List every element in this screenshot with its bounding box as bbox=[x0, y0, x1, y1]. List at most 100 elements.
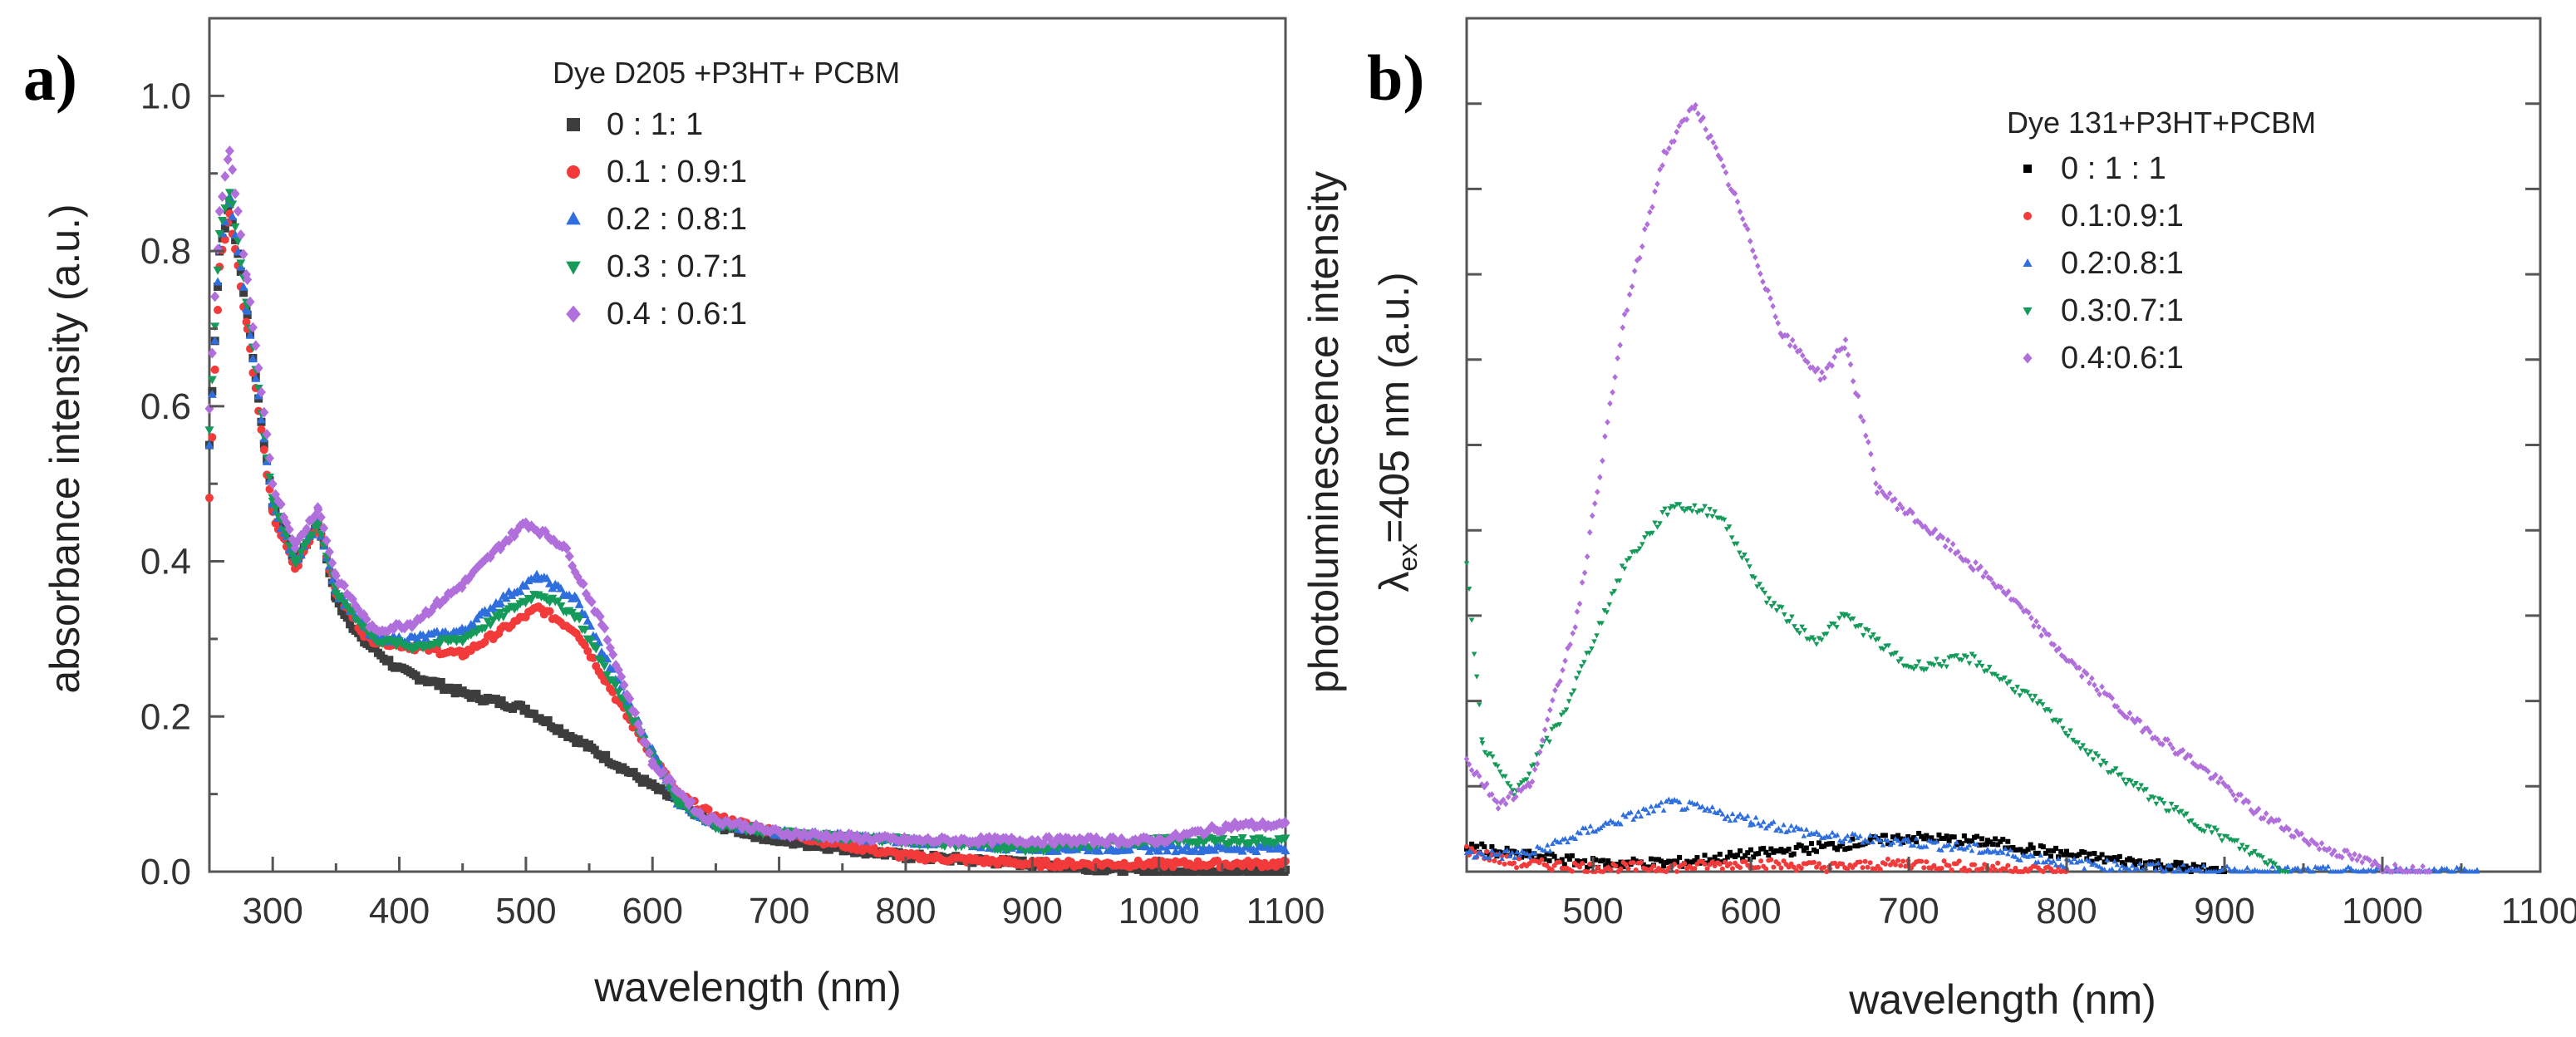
data-point bbox=[1523, 777, 1530, 783]
data-point bbox=[622, 705, 632, 715]
data-point bbox=[1998, 583, 2004, 591]
data-point bbox=[1692, 503, 1698, 509]
data-point bbox=[1754, 584, 1760, 590]
data-point bbox=[2094, 856, 2100, 862]
data-point bbox=[307, 531, 317, 540]
data-point bbox=[1689, 509, 1695, 514]
data-point bbox=[515, 586, 525, 595]
data-point bbox=[2344, 847, 2350, 854]
data-point bbox=[1841, 836, 1848, 842]
data-point bbox=[1484, 780, 1490, 788]
data-point bbox=[1756, 851, 1762, 857]
data-point bbox=[313, 504, 323, 515]
data-point bbox=[1773, 827, 1779, 833]
data-point bbox=[2069, 853, 2075, 858]
data-point bbox=[1995, 860, 2001, 866]
data-point bbox=[2048, 859, 2054, 865]
data-point bbox=[1474, 843, 1480, 849]
data-point bbox=[331, 590, 341, 599]
data-point bbox=[2339, 853, 2345, 861]
data-point bbox=[2097, 763, 2104, 769]
data-point bbox=[1628, 809, 1634, 815]
data-point bbox=[1636, 254, 1643, 262]
data-point bbox=[1817, 376, 1823, 383]
data-point bbox=[1824, 869, 1830, 874]
data-point bbox=[1802, 627, 1807, 633]
data-point bbox=[2155, 860, 2161, 866]
data-point bbox=[2340, 867, 2347, 873]
data-point bbox=[1163, 846, 1172, 855]
data-point bbox=[1713, 144, 1719, 151]
data-point bbox=[1649, 530, 1655, 536]
data-point bbox=[1979, 866, 1985, 872]
data-point bbox=[2168, 863, 2174, 868]
data-point bbox=[2026, 609, 2032, 617]
data-point bbox=[1669, 138, 1674, 145]
data-point bbox=[1594, 633, 1600, 639]
data-point bbox=[1551, 853, 1557, 859]
data-point bbox=[1748, 847, 1753, 853]
data-point bbox=[1911, 835, 1917, 841]
chart-b-y-ticks bbox=[1467, 102, 2540, 788]
data-point bbox=[1806, 831, 1812, 837]
series-1 bbox=[1464, 843, 2069, 874]
data-point bbox=[602, 654, 612, 663]
data-point bbox=[1656, 857, 1662, 863]
data-point bbox=[1964, 844, 1970, 850]
data-point bbox=[472, 690, 481, 699]
excitation-rest: =405 nm (a.u.) bbox=[1371, 272, 1418, 543]
data-point bbox=[1576, 671, 1582, 676]
data-point bbox=[1768, 857, 1774, 863]
data-point bbox=[1692, 858, 1698, 863]
data-point bbox=[1758, 858, 1764, 864]
data-point bbox=[1944, 664, 1949, 670]
data-point bbox=[600, 622, 610, 634]
chart-b: 500 600 700 800 900 1000 1100 wavelength (nm) … bbox=[1300, 17, 2576, 1023]
data-point bbox=[1630, 816, 1636, 822]
data-point bbox=[230, 223, 240, 232]
data-point bbox=[2234, 838, 2240, 843]
legend-marker bbox=[2023, 212, 2032, 220]
data-point bbox=[369, 633, 379, 642]
data-point bbox=[2136, 717, 2143, 725]
data-point bbox=[2272, 862, 2279, 867]
data-point bbox=[1541, 848, 1548, 853]
data-point bbox=[411, 671, 420, 681]
data-point bbox=[1676, 799, 1683, 804]
data-point bbox=[1478, 851, 1485, 857]
x-tick-label: 900 bbox=[2194, 891, 2254, 931]
data-point bbox=[282, 532, 292, 541]
data-point bbox=[1966, 661, 1973, 666]
data-point bbox=[2092, 751, 2099, 757]
data-point bbox=[1821, 843, 1827, 849]
data-point bbox=[1519, 848, 1526, 853]
data-point bbox=[2097, 863, 2102, 869]
data-point bbox=[2184, 811, 2190, 817]
data-point bbox=[2244, 844, 2250, 850]
data-point bbox=[1618, 859, 1624, 865]
data-point bbox=[1821, 864, 1827, 870]
data-point bbox=[1985, 838, 1990, 843]
data-point bbox=[2200, 764, 2206, 771]
data-point bbox=[2075, 740, 2081, 746]
data-point bbox=[1502, 861, 1507, 867]
data-point bbox=[1984, 846, 1991, 852]
data-point bbox=[1807, 636, 1812, 642]
data-point bbox=[2087, 680, 2092, 686]
data-point bbox=[1923, 666, 1930, 672]
data-point bbox=[1539, 744, 1545, 749]
data-point bbox=[1910, 509, 1915, 516]
data-point bbox=[556, 602, 566, 611]
data-point bbox=[2210, 774, 2216, 781]
x-tick-label: 700 bbox=[749, 891, 809, 931]
data-point bbox=[617, 671, 627, 683]
data-point bbox=[2135, 859, 2141, 865]
data-point bbox=[1748, 819, 1754, 825]
data-point bbox=[2067, 728, 2073, 734]
data-point bbox=[1661, 863, 1667, 869]
data-point bbox=[1562, 835, 1568, 841]
data-point bbox=[2118, 772, 2124, 778]
data-point bbox=[1582, 825, 1589, 831]
data-point bbox=[1753, 851, 1759, 857]
chart-b-plot-area bbox=[1463, 101, 2480, 875]
